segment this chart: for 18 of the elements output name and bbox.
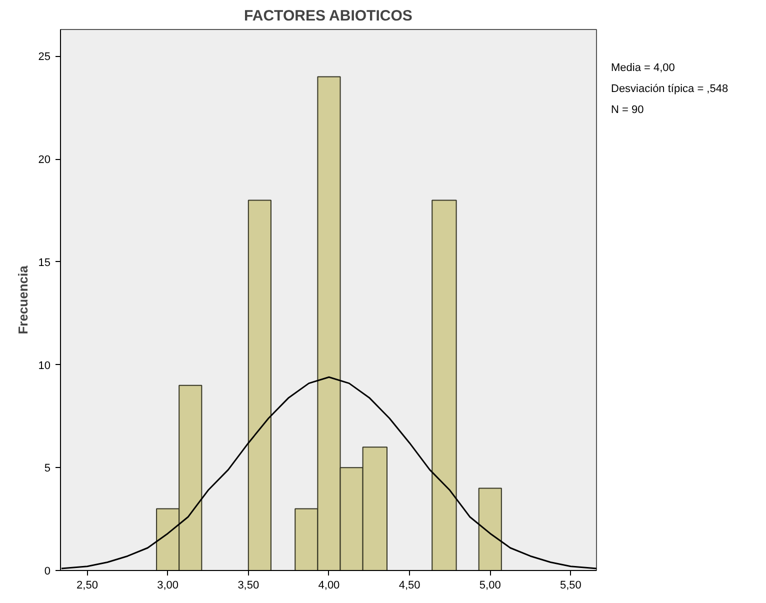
text: N = 90 xyxy=(611,104,644,116)
x-tick-label: 5,50 xyxy=(560,580,582,592)
y-tick-label: 15 xyxy=(38,256,51,269)
x-tick-label: 4,00 xyxy=(318,580,340,592)
x-tick-label: 3,50 xyxy=(238,580,260,592)
x-tick-label: 4,50 xyxy=(398,580,420,592)
y-axis-title: Frecuencia xyxy=(15,264,30,334)
y-tick-label: 5 xyxy=(44,462,51,475)
x-tick-label: 5,00 xyxy=(479,580,501,592)
y-tick-label: 0 xyxy=(44,566,51,578)
y-tick-label: 20 xyxy=(38,154,51,166)
text: Desviación típica = ,548 xyxy=(611,83,728,95)
x-tick-label: 3,00 xyxy=(157,580,179,592)
chart-title: FACTORES ABIOTICOS xyxy=(244,8,412,24)
y-tick-label: 25 xyxy=(38,51,51,64)
x-tick-label: 2,50 xyxy=(76,580,98,592)
y-tick-label: 10 xyxy=(38,360,51,372)
text: Media = 4,00 xyxy=(611,62,675,74)
